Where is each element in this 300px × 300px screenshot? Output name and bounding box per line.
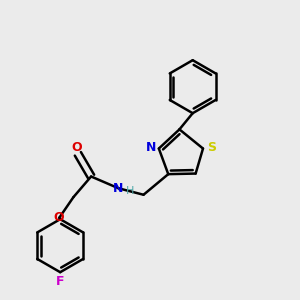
Text: O: O: [53, 211, 64, 224]
Text: H: H: [126, 186, 134, 196]
Text: S: S: [207, 141, 216, 154]
Text: N: N: [146, 141, 157, 154]
Text: O: O: [71, 141, 82, 154]
Text: F: F: [56, 275, 64, 288]
Text: N: N: [113, 182, 124, 195]
